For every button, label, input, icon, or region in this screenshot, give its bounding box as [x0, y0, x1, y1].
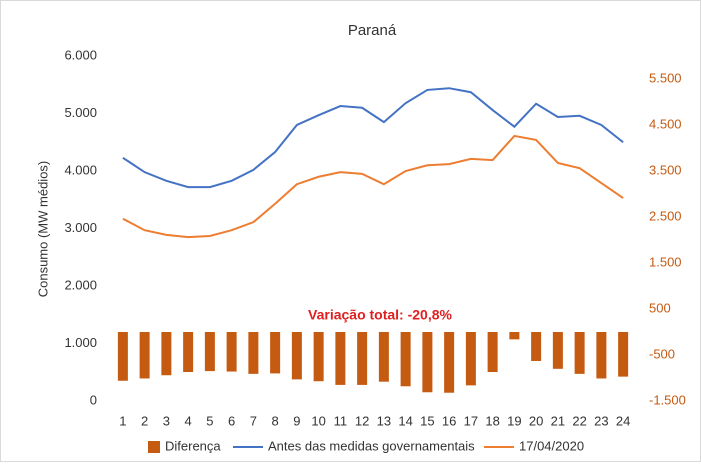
y2-tick-label: 5.500	[649, 70, 682, 85]
x-tick-label: 1	[119, 413, 126, 428]
x-tick-label: 13	[377, 413, 391, 428]
x-tick-label: 14	[398, 413, 412, 428]
x-tick-label: 18	[485, 413, 499, 428]
chart-title: Paraná	[348, 22, 397, 39]
x-tick-label: 12	[355, 413, 369, 428]
legend-label: Antes das medidas governamentais	[268, 438, 475, 453]
x-tick-label: 2	[141, 413, 148, 428]
y2-tick-label: 2.500	[649, 208, 682, 223]
x-tick-label: 6	[228, 413, 235, 428]
bar	[574, 332, 585, 374]
bar	[117, 332, 128, 381]
y-tick-label: 2.000	[64, 277, 97, 292]
legend-swatch	[148, 441, 160, 453]
y-tick-label: 3.000	[64, 220, 97, 235]
x-tick-label: 7	[250, 413, 257, 428]
y-axis-label: Consumo (MW médios)	[35, 161, 50, 298]
y2-tick-label: 1.500	[649, 254, 682, 269]
bar	[618, 332, 629, 377]
x-tick-label: 22	[572, 413, 586, 428]
x-tick-label: 15	[420, 413, 434, 428]
bar	[248, 332, 259, 374]
bar	[335, 332, 346, 385]
x-tick-label: 9	[293, 413, 300, 428]
y2-tick-label: -1.500	[649, 392, 686, 407]
legend-label: 17/04/2020	[519, 438, 584, 453]
x-tick-label: 5	[206, 413, 213, 428]
line	[122, 134, 624, 239]
y-tick-label: 0	[90, 392, 97, 407]
bar	[161, 332, 172, 376]
bar	[596, 332, 607, 379]
y-tick-label: 5.000	[64, 105, 97, 120]
bar	[313, 332, 324, 382]
y2-tick-label: 4.500	[649, 116, 682, 131]
x-tick-label: 23	[594, 413, 608, 428]
x-tick-label: 24	[616, 413, 630, 428]
x-tick-label: 17	[464, 413, 478, 428]
bar	[444, 332, 455, 393]
bar	[204, 332, 215, 372]
y2-tick-label: -500	[649, 346, 675, 361]
y-tick-label: 4.000	[64, 162, 97, 177]
y-tick-label: 6.000	[64, 47, 97, 62]
x-tick-label: 8	[272, 413, 279, 428]
y2-tick-label: 500	[649, 300, 671, 315]
x-tick-label: 10	[311, 413, 325, 428]
bar	[378, 332, 389, 382]
bar	[465, 332, 476, 386]
x-tick-label: 11	[334, 413, 348, 428]
bar	[357, 332, 368, 385]
x-tick-label: 4	[185, 413, 192, 428]
bar	[531, 332, 542, 361]
x-tick-label: 3	[163, 413, 170, 428]
bar	[509, 332, 520, 340]
line	[122, 87, 624, 189]
bar	[400, 332, 411, 387]
bar	[552, 332, 563, 369]
x-tick-label: 21	[551, 413, 565, 428]
bar	[487, 332, 498, 373]
bar	[183, 332, 194, 373]
annotation: Variação total: -20,8%	[308, 307, 453, 323]
bar	[422, 332, 433, 393]
bar	[291, 332, 302, 380]
y2-tick-label: 3.500	[649, 162, 682, 177]
bar	[139, 332, 150, 379]
y-tick-label: 1.000	[64, 335, 97, 350]
x-tick-label: 20	[529, 413, 543, 428]
legend-label: Diferença	[165, 438, 221, 453]
x-tick-label: 19	[507, 413, 521, 428]
x-tick-label: 16	[442, 413, 456, 428]
bar	[226, 332, 237, 372]
bar	[270, 332, 281, 374]
